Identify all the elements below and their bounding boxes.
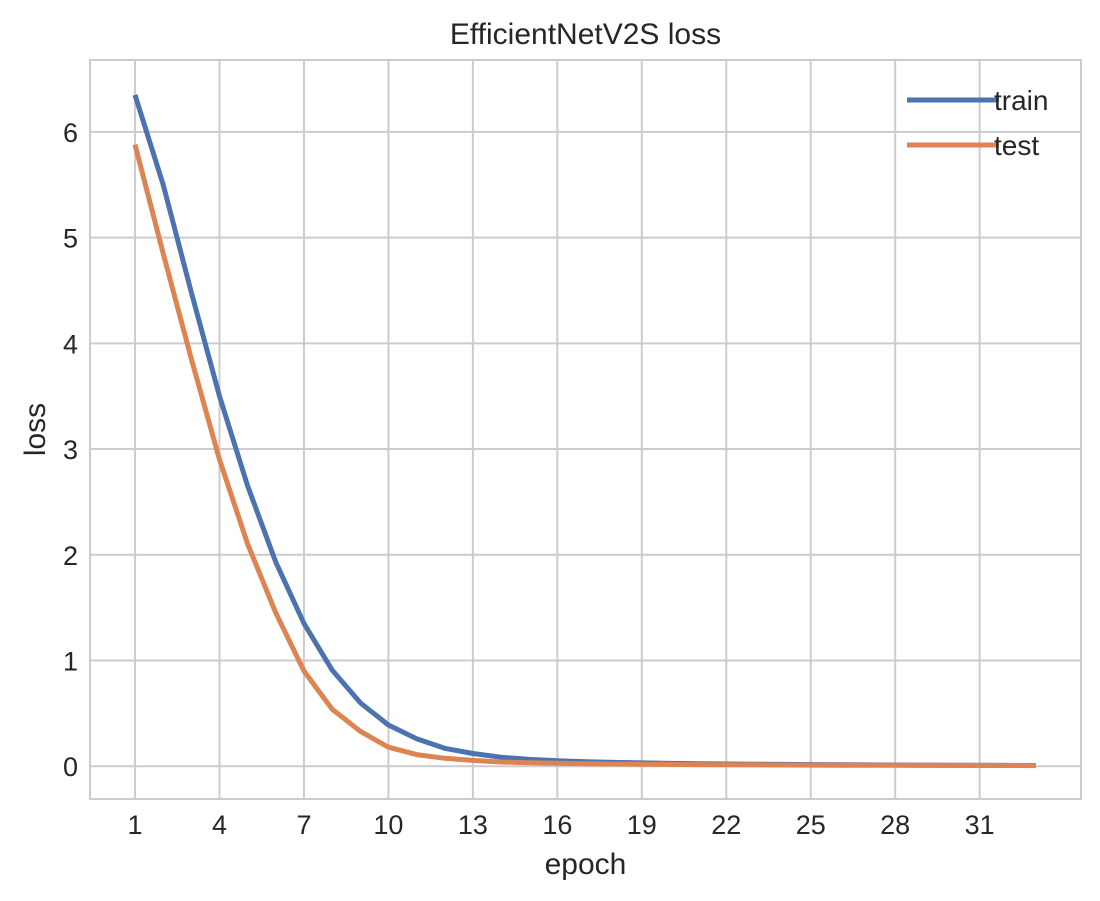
x-tick-label: 1 <box>128 810 143 840</box>
legend-label-train: train <box>994 85 1048 116</box>
x-axis-ticks: 1 4 7 10 13 16 19 22 25 28 31 <box>128 810 995 840</box>
x-tick-label: 7 <box>296 810 311 840</box>
x-tick-label: 25 <box>796 810 826 840</box>
x-tick-label: 13 <box>458 810 488 840</box>
series-lines <box>132 94 1037 769</box>
x-tick-label: 31 <box>965 810 995 840</box>
series-line-test <box>132 143 1037 769</box>
x-tick-label: 16 <box>542 810 572 840</box>
x-tick-label: 28 <box>880 810 910 840</box>
y-tick-label: 1 <box>63 647 78 677</box>
y-tick-label: 0 <box>63 752 78 782</box>
grid <box>90 60 1081 799</box>
x-tick-label: 4 <box>212 810 227 840</box>
x-tick-label: 10 <box>373 810 403 840</box>
x-axis-label: epoch <box>545 848 627 881</box>
y-axis-ticks: 0 1 2 3 4 5 6 <box>63 118 78 782</box>
x-tick-label: 22 <box>711 810 741 840</box>
x-tick-label: 19 <box>627 810 657 840</box>
series-line-train <box>132 94 1037 768</box>
plot-frame <box>89 59 1082 800</box>
y-tick-label: 6 <box>63 118 78 148</box>
y-axis-label: loss <box>19 403 52 456</box>
chart-title: EfficientNetV2S loss <box>450 18 721 51</box>
legend: train test <box>907 85 1048 161</box>
y-tick-label: 5 <box>63 224 78 254</box>
y-tick-label: 4 <box>63 329 78 359</box>
y-tick-label: 3 <box>63 435 78 465</box>
legend-label-test: test <box>994 130 1039 161</box>
y-tick-label: 2 <box>63 541 78 571</box>
